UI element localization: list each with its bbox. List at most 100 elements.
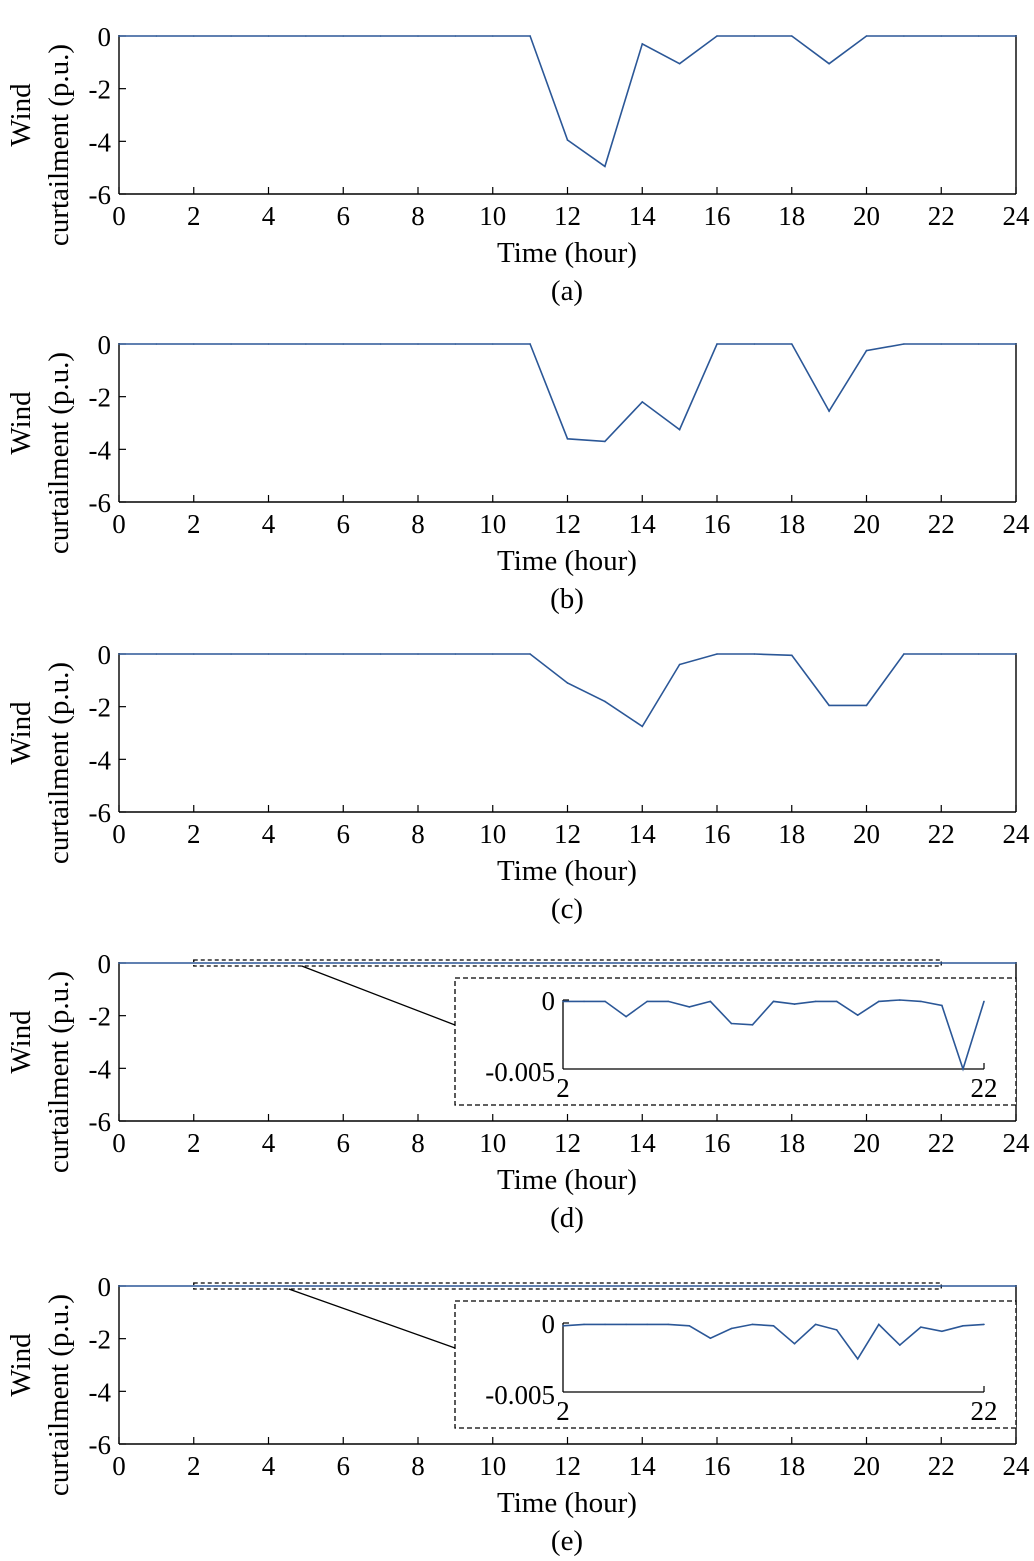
data-point: [604, 440, 606, 443]
inset-data-point: [772, 1000, 775, 1003]
inset-data-point: [920, 1326, 922, 1328]
x-tick-label: 6: [337, 1128, 351, 1158]
series-line: [119, 343, 1016, 443]
data-point: [230, 653, 232, 655]
x-tick-label: 18: [778, 1451, 805, 1481]
inset-data-point: [899, 999, 901, 1001]
data-point: [529, 653, 531, 655]
x-tick-label: 14: [629, 1451, 657, 1481]
data-point: [604, 165, 606, 168]
data-point: [977, 35, 980, 37]
inset-x-tick-label: 2: [556, 1396, 570, 1426]
x-tick-label: 18: [778, 509, 805, 539]
y-tick-label: -6: [89, 798, 112, 828]
inset-data-point: [730, 1022, 733, 1025]
data-point: [267, 35, 270, 37]
data-point: [1015, 962, 1017, 964]
data-point: [678, 428, 681, 431]
data-point: [865, 349, 868, 352]
inset-data-point: [962, 1324, 964, 1327]
data-point: [417, 653, 419, 655]
data-point: [155, 653, 158, 655]
x-tick-label: 8: [411, 509, 425, 539]
x-tick-label: 14: [629, 201, 657, 231]
y-tick-label: -2: [89, 693, 112, 723]
data-point: [192, 343, 195, 345]
data-point: [267, 653, 270, 655]
inset-data-point: [646, 1323, 648, 1326]
x-tick-label: 8: [411, 1451, 425, 1481]
inset-data-point: [688, 1006, 691, 1008]
x-tick-label: 14: [629, 509, 657, 539]
x-tick-label: 2: [187, 1451, 201, 1481]
x-tick-label: 18: [778, 201, 805, 231]
data-point: [379, 653, 382, 655]
inset-x-tick-label: 2: [556, 1073, 570, 1103]
inset-x-tick-label: 22: [971, 1396, 998, 1426]
data-point: [305, 35, 307, 37]
zoom-connector-line: [301, 965, 456, 1026]
x-tick-label: 22: [928, 201, 955, 231]
x-axis-label: Time (hour): [497, 1164, 637, 1196]
y-tick-label: -4: [89, 1377, 112, 1407]
data-point: [118, 343, 120, 345]
data-point: [753, 343, 756, 345]
inset-data-point: [814, 1323, 817, 1326]
y-tick-label: -4: [89, 127, 112, 157]
inset-data-point: [856, 1358, 859, 1360]
x-tick-label: 6: [337, 819, 351, 849]
x-tick-label: 20: [853, 1128, 880, 1158]
x-tick-label: 16: [704, 1128, 731, 1158]
y-axis-label-line-2: curtailment (p.u.): [43, 971, 75, 1173]
data-point: [491, 35, 494, 37]
inset-data-point: [814, 1000, 817, 1003]
x-tick-label: 24: [1003, 819, 1031, 849]
data-point: [1015, 35, 1017, 37]
data-point: [977, 653, 980, 655]
x-tick-label: 10: [479, 819, 506, 849]
y-tick-label: -4: [89, 435, 112, 465]
y-tick-label: 0: [98, 330, 112, 360]
data-point: [342, 343, 345, 345]
x-tick-label: 16: [704, 509, 731, 539]
inset-data-point: [730, 1327, 733, 1330]
x-tick-label: 22: [928, 1128, 955, 1158]
inset-data-point: [688, 1324, 691, 1327]
inset-data-point: [920, 1000, 922, 1003]
y-tick-label: -6: [89, 1430, 112, 1460]
y-axis-label-line-1: Wind: [5, 701, 37, 765]
x-tick-label: 4: [262, 201, 276, 231]
y-tick-label: -6: [89, 1107, 112, 1137]
y-tick-label: 0: [98, 1272, 112, 1302]
inset-data-point: [772, 1324, 775, 1327]
data-point: [566, 438, 569, 440]
x-tick-label: 18: [778, 1128, 805, 1158]
y-axis-label-line-2: curtailment (p.u.): [43, 662, 75, 864]
y-tick-label: -2: [89, 383, 112, 413]
data-point: [230, 35, 232, 37]
x-tick-label: 10: [479, 1128, 506, 1158]
inset-data-point: [604, 1323, 606, 1326]
data-point: [828, 62, 830, 65]
x-tick-label: 0: [112, 1451, 126, 1481]
inset-data-point: [625, 1015, 627, 1018]
panel-label: (b): [550, 583, 584, 615]
data-point: [940, 343, 943, 345]
x-tick-label: 10: [479, 509, 506, 539]
x-tick-label: 14: [629, 819, 657, 849]
panel-label: (a): [551, 275, 583, 307]
data-point: [454, 343, 457, 345]
data-point: [118, 962, 120, 964]
inset-data-point: [646, 1000, 648, 1003]
inset-data-point: [962, 1068, 964, 1070]
inset-data-point: [625, 1323, 627, 1326]
x-tick-label: 12: [554, 1451, 581, 1481]
y-axis-label-line-1: Wind: [5, 391, 37, 455]
data-point: [641, 401, 644, 403]
x-tick-label: 0: [112, 201, 126, 231]
